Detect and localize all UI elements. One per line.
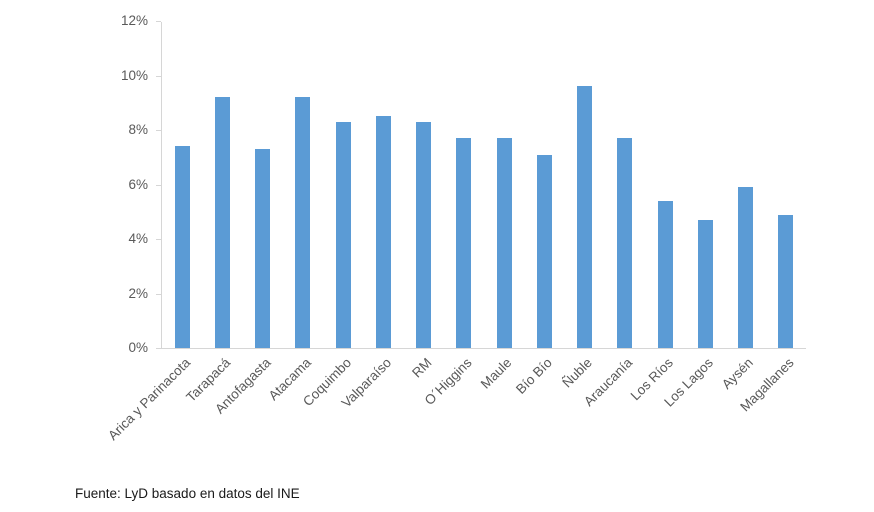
- y-tick-label-2: 4%: [128, 231, 148, 247]
- bar-12: [657, 200, 673, 348]
- y-tick-label-3: 6%: [128, 177, 148, 193]
- x-category-label-14: Aysén: [719, 355, 757, 392]
- y-tick-label-1: 2%: [128, 286, 148, 302]
- y-tick-4: [156, 130, 161, 131]
- bar-11: [617, 138, 633, 348]
- bar-2: [255, 149, 271, 348]
- y-axis-line: [161, 22, 162, 349]
- bar-1: [214, 97, 230, 348]
- y-tick-2: [156, 239, 161, 240]
- bar-5: [375, 116, 391, 348]
- x-category-label-10: Ñuble: [559, 355, 596, 391]
- y-tick-label-5: 10%: [120, 68, 148, 84]
- y-tick-1: [156, 294, 161, 295]
- bar-0: [174, 146, 190, 348]
- y-tick-5: [156, 76, 161, 77]
- x-category-label-6: RM: [408, 355, 435, 381]
- y-tick-0: [156, 348, 161, 349]
- y-tick-6: [156, 21, 161, 22]
- y-tick-3: [156, 185, 161, 186]
- y-tick-label-0: 0%: [128, 340, 148, 356]
- bar-8: [496, 138, 512, 348]
- x-axis-line: [156, 348, 806, 349]
- y-tick-label-6: 12%: [120, 13, 148, 29]
- bar-3: [295, 97, 311, 348]
- x-category-label-8: Maule: [478, 355, 515, 392]
- x-category-label-9: Bío Bío: [513, 355, 556, 397]
- y-tick-label-4: 8%: [128, 122, 148, 138]
- x-category-label-0: Arica y Parinacota: [104, 355, 193, 444]
- bar-10: [577, 86, 593, 348]
- source-note: Fuente: LyD basado en datos del INE: [75, 486, 300, 501]
- bar-6: [416, 121, 432, 348]
- bar-7: [456, 138, 472, 348]
- bar-14: [738, 187, 754, 348]
- bar-13: [697, 219, 713, 348]
- bar-4: [335, 121, 351, 348]
- bar-15: [778, 214, 794, 348]
- plot-area: [162, 21, 806, 348]
- x-axis-labels: Arica y Parinacota Tarapacá Antofagasta Ata…: [105, 355, 806, 480]
- bar-9: [536, 154, 552, 348]
